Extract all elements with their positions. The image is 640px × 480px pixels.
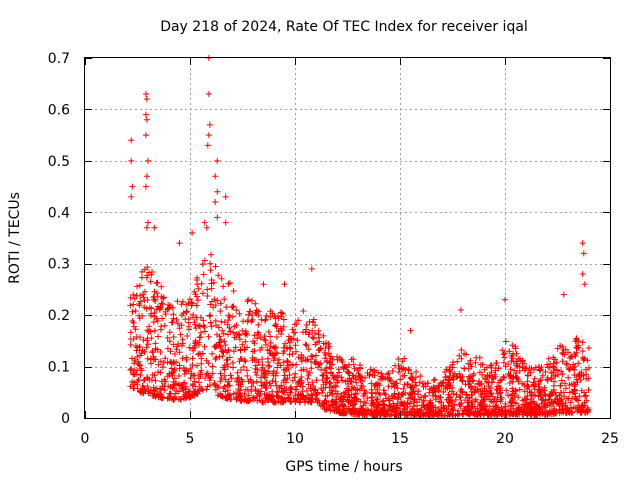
y-tick-label: 0.3: [48, 257, 70, 273]
y-tick-labels: 0 0.1 0.2 0.3 0.4 0.5 0.6 0.7: [48, 51, 70, 427]
x-tick-label: 15: [391, 431, 409, 447]
y-tick-label: 0.7: [48, 51, 70, 67]
x-axis-label: GPS time / hours: [285, 459, 402, 475]
y-tick-label: 0.6: [48, 102, 70, 118]
x-tick-label: 0: [81, 431, 90, 447]
x-tick-label: 25: [601, 431, 619, 447]
axis-ticks: [85, 58, 611, 419]
y-tick-label: 0.2: [48, 308, 70, 324]
x-tick-label: 5: [186, 431, 195, 447]
y-tick-label: 0.5: [48, 154, 70, 170]
plot-frame: [84, 57, 611, 419]
chart-title: Day 218 of 2024, Rate Of TEC Index for r…: [160, 19, 528, 35]
x-tick-label: 20: [496, 431, 514, 447]
x-tick-label: 10: [286, 431, 304, 447]
data-series-roti: [127, 55, 592, 419]
y-tick-label: 0.4: [48, 205, 70, 221]
x-tick-labels: 0 5 10 15 20 25: [81, 431, 619, 447]
y-tick-label: 0: [61, 411, 70, 427]
y-axis-label: ROTI / TECUs: [7, 192, 23, 284]
roti-point-markers: [127, 55, 592, 419]
y-tick-label: 0.1: [48, 360, 70, 376]
